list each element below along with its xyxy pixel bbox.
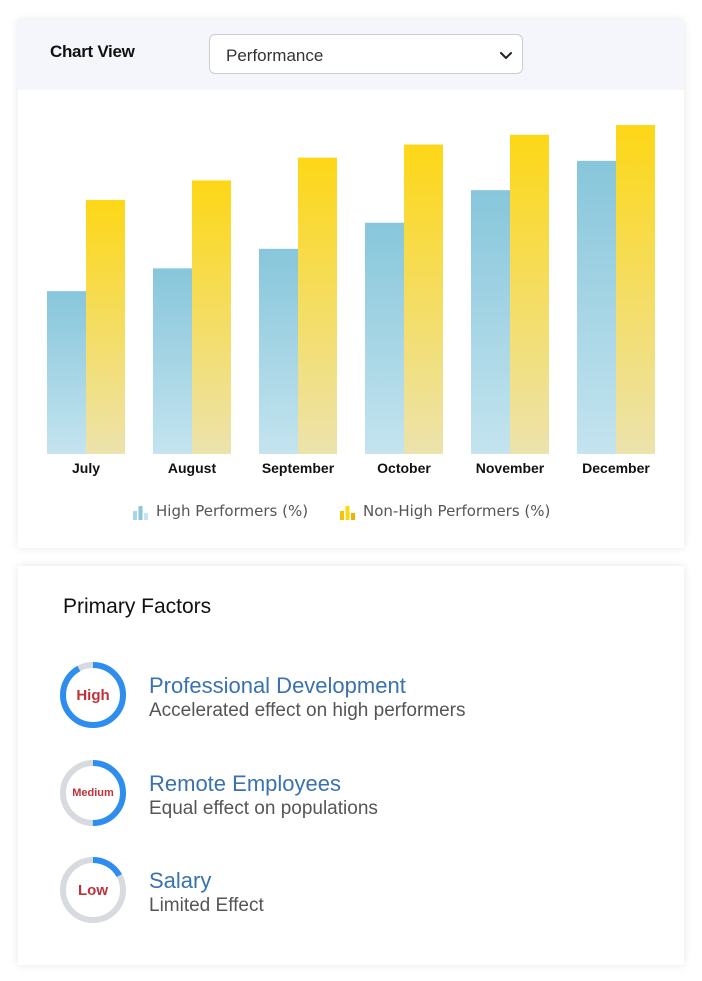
- chart-view-label: Chart View: [50, 42, 135, 61]
- bar-high-performers-november[interactable]: [471, 190, 510, 454]
- factor-title[interactable]: Salary: [149, 868, 212, 893]
- chart-card: Chart View Performance July August Septemb…: [18, 20, 684, 548]
- x-tick-label: November: [476, 460, 545, 476]
- chevron-down-icon: [500, 52, 512, 59]
- bar-high-performers-july[interactable]: [47, 291, 86, 454]
- bar-non-high-performers-october[interactable]: [404, 144, 443, 455]
- bar-high-performers-august[interactable]: [153, 268, 192, 454]
- factor-item-salary: Low Salary Limited Effect: [58, 855, 658, 925]
- performance-bar-chart: July August September October November Decemb…: [47, 125, 655, 476]
- bar-non-high-performers-july[interactable]: [86, 199, 125, 454]
- legend-item-non-high-performers[interactable]: Non-High Performers (%): [339, 502, 550, 520]
- impact-ring-icon: [60, 662, 126, 728]
- x-tick-label: October: [377, 460, 431, 476]
- impact-level-badge: Medium: [72, 787, 114, 799]
- chart-header: Chart View Performance: [18, 20, 684, 90]
- factor-description: Accelerated effect on high performers: [149, 700, 466, 721]
- x-tick-label: December: [582, 460, 650, 476]
- bar-non-high-performers-november[interactable]: [510, 134, 549, 455]
- bar-chart-icon: [133, 505, 148, 520]
- primary-factors-card: Primary Factors High Professional Develo…: [18, 566, 684, 965]
- legend-label-high-performers: High Performers (%): [156, 502, 309, 520]
- factor-item-professional-development: High Professional Development Accelerate…: [58, 660, 658, 730]
- impact-level-badge: Low: [78, 881, 108, 899]
- chart-view-select[interactable]: Performance: [209, 34, 523, 74]
- bar-high-performers-december[interactable]: [577, 160, 616, 454]
- factor-title[interactable]: Professional Development: [149, 673, 406, 698]
- bar-high-performers-september[interactable]: [259, 248, 298, 454]
- legend-label-non-high-performers: Non-High Performers (%): [363, 502, 551, 520]
- impact-ring-icon: [60, 857, 126, 923]
- impact-level-badge: High: [76, 686, 110, 704]
- x-tick-label: July: [72, 460, 100, 476]
- primary-factors-title: Primary Factors: [63, 595, 212, 618]
- impact-ring-icon: [60, 760, 126, 826]
- bar-non-high-performers-august[interactable]: [192, 180, 231, 454]
- factor-title[interactable]: Remote Employees: [149, 771, 341, 796]
- factor-description: Limited Effect: [149, 895, 264, 916]
- x-tick-label: August: [168, 460, 217, 476]
- legend-item-high-performers[interactable]: High Performers (%): [132, 502, 308, 520]
- factor-item-remote-employees: Medium Remote Employees Equal effect on …: [58, 758, 658, 828]
- bar-non-high-performers-december[interactable]: [616, 125, 655, 455]
- chart-legend: High Performers (%) Non-High Performers …: [18, 502, 684, 526]
- chart-view-select-value: Performance: [226, 46, 324, 65]
- bar-high-performers-october[interactable]: [365, 222, 404, 454]
- factor-description: Equal effect on populations: [149, 798, 378, 819]
- bar-chart-icon: [340, 505, 355, 520]
- bar-non-high-performers-september[interactable]: [298, 157, 337, 454]
- x-tick-label: September: [262, 460, 335, 476]
